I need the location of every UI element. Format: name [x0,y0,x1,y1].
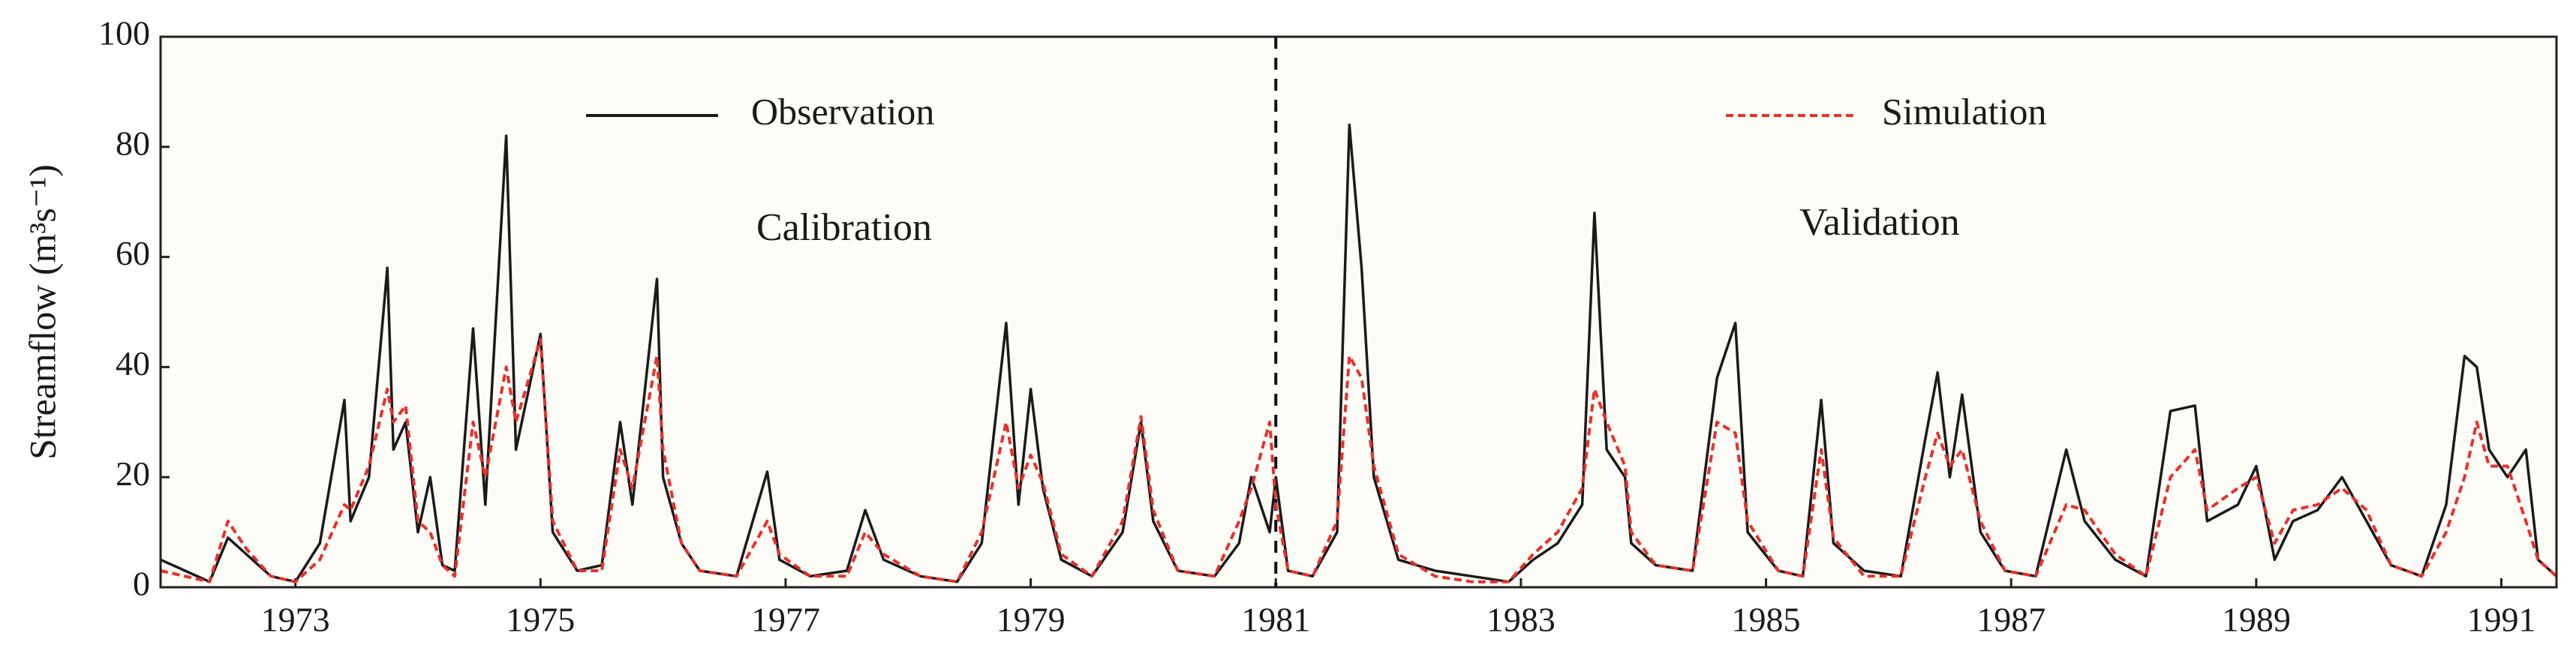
y-tick-label: 0 [133,565,150,603]
annotation: Calibration [756,206,932,249]
annotation: Validation [1799,201,1960,244]
legend-label: Observation [751,90,934,132]
y-axis-label: Streamflow (m³s⁻¹) [21,164,63,460]
x-tick-label: 1977 [751,601,820,639]
series-line [160,123,2558,584]
y-tick-label: 100 [98,14,150,52]
plot-frame [159,35,2558,589]
x-tick-label: 1983 [1486,601,1556,639]
x-tick-label: 1989 [2222,601,2291,639]
x-tick-label: 1981 [1241,601,1310,639]
legend-label: Simulation [1882,90,2046,132]
y-tick-label: 80 [116,124,150,162]
x-tick-label: 1973 [261,601,330,639]
series-line [160,338,2558,584]
y-tick-label: 40 [116,344,150,382]
y-tick-label: 60 [116,234,150,272]
plot-background [161,37,2556,587]
x-tick-label: 1979 [996,601,1066,639]
x-tick-label: 1987 [1976,601,2045,639]
y-tick-label: 20 [116,454,150,493]
x-tick-label: 1975 [506,601,575,639]
x-tick-label: 1991 [2467,601,2536,639]
x-tick-label: 1985 [1732,601,1801,639]
